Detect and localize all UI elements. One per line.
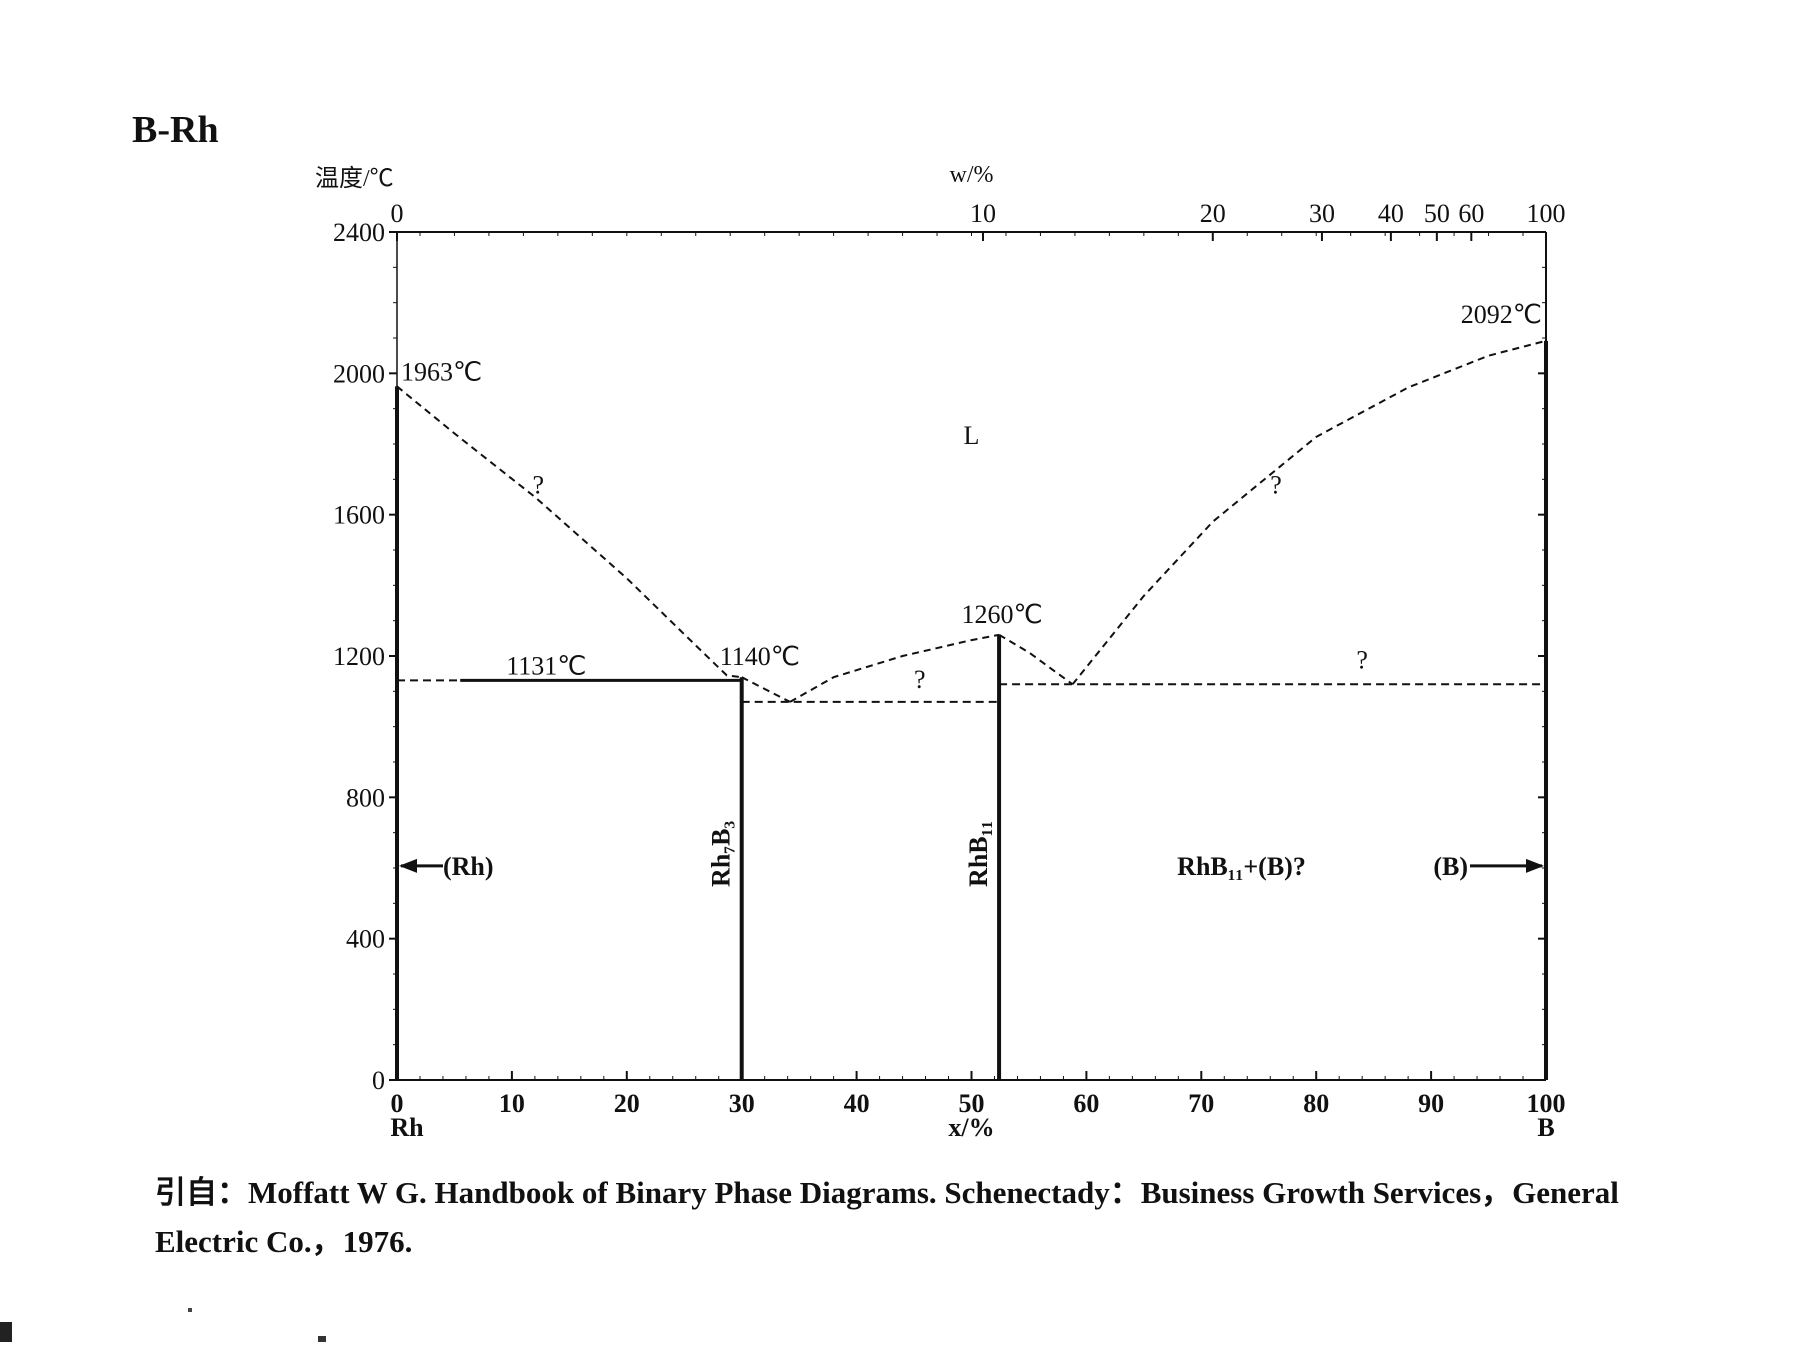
- x-axis-title: x/%: [948, 1113, 994, 1142]
- phase-label-rh: (Rh): [443, 852, 494, 881]
- uncertain-mark: ?: [1356, 645, 1368, 674]
- compound-label-rhb11: RhB₁₁: [964, 821, 993, 887]
- phase-label-b: (B): [1433, 852, 1468, 881]
- w-tick-label: 30: [1309, 199, 1335, 228]
- citation: 引自：Moffatt W G. Handbook of Binary Phase…: [155, 1168, 1755, 1266]
- x-end-label-right: B: [1537, 1113, 1554, 1142]
- x-tick-label: 90: [1418, 1089, 1444, 1118]
- w-axis-title: w/%: [950, 162, 994, 188]
- y-tick-label: 800: [346, 783, 385, 812]
- x-tick-label: 20: [614, 1089, 640, 1118]
- scan-speck: [0, 1322, 12, 1342]
- y-tick-label: 2000: [333, 359, 385, 388]
- liquidus-line: [741, 676, 791, 703]
- liquidus-line: [789, 633, 1000, 703]
- y-tick-label: 1200: [333, 642, 385, 671]
- scan-artifacts: [0, 1308, 326, 1342]
- diagram-labels: 温度/℃ w/% x/% Rh B 1963℃ 2092℃ 1131℃ 1140℃ 1260℃ L (…: [315, 162, 1555, 1142]
- temp-label-2092: 2092℃: [1461, 300, 1542, 329]
- w-tick-label: 50: [1424, 199, 1450, 228]
- phase-label-rhb11-b: RhB₁₁+(B)?: [1177, 852, 1306, 881]
- uncertain-mark: ?: [1270, 470, 1282, 499]
- x-tick-label: 10: [499, 1089, 525, 1118]
- w-tick-label: 40: [1378, 199, 1404, 228]
- y-tick-label: 400: [346, 925, 385, 954]
- x-tick-label: 70: [1188, 1089, 1214, 1118]
- y-tick-label: 0: [372, 1066, 385, 1095]
- arrow-b-head: [1526, 858, 1544, 873]
- uncertain-mark: ?: [533, 470, 545, 499]
- x-tick-label: 60: [1073, 1089, 1099, 1118]
- w-tick-label: 10: [970, 199, 996, 228]
- y-tick-label: 2400: [333, 218, 385, 247]
- y-axis-title: 温度/℃: [315, 165, 394, 192]
- temp-label-1140: 1140℃: [720, 642, 800, 671]
- w-tick-label: 0: [391, 199, 404, 228]
- uncertain-mark: ?: [914, 665, 926, 694]
- x-tick-label: 80: [1303, 1089, 1329, 1118]
- temp-label-1131: 1131℃: [506, 651, 586, 680]
- x-end-label-left: Rh: [390, 1113, 424, 1142]
- scan-speck: [318, 1336, 326, 1342]
- temp-label-1260: 1260℃: [961, 600, 1042, 629]
- w-tick-label: 60: [1458, 199, 1484, 228]
- phase-label-liquid: L: [964, 421, 980, 450]
- arrow-rh-head: [399, 858, 417, 873]
- liquidus-line: [1071, 339, 1547, 685]
- x-tick-label: 50: [959, 1089, 985, 1118]
- y-tick-label: 1600: [333, 501, 385, 530]
- x-tick-label: 40: [844, 1089, 870, 1118]
- x-tick-label: 0: [391, 1089, 404, 1118]
- temp-label-1963: 1963℃: [401, 357, 482, 386]
- figure-title: B-Rh: [132, 109, 219, 151]
- x-tick-label: 100: [1527, 1089, 1566, 1118]
- phase-boundaries: [395, 339, 1548, 1080]
- w-tick-label: 100: [1527, 199, 1566, 228]
- liquidus-line: [998, 633, 1074, 686]
- liquidus-line: [396, 385, 742, 679]
- w-tick-label: 20: [1200, 199, 1226, 228]
- x-tick-label: 30: [729, 1089, 755, 1118]
- compound-label-rh7b3: Rh₇B₃: [707, 821, 736, 887]
- scan-speck: [188, 1308, 192, 1312]
- citation-line-1: 引自：Moffatt W G. Handbook of Binary Phase…: [155, 1175, 1619, 1210]
- citation-line-2: Electric Co.，1976.: [155, 1224, 413, 1259]
